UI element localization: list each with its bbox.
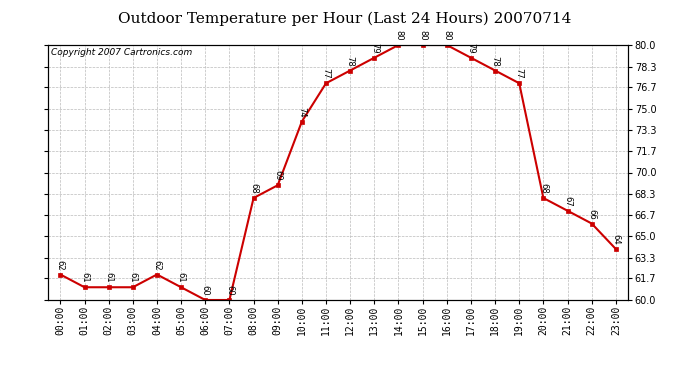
Text: 60: 60	[225, 285, 234, 296]
Text: 61: 61	[177, 273, 186, 283]
Text: 64: 64	[611, 234, 620, 245]
Text: 80: 80	[418, 30, 427, 41]
Text: Copyright 2007 Cartronics.com: Copyright 2007 Cartronics.com	[51, 48, 193, 57]
Text: 62: 62	[56, 260, 65, 270]
Text: 61: 61	[104, 273, 113, 283]
Text: 78: 78	[491, 56, 500, 66]
Text: 80: 80	[442, 30, 451, 41]
Text: 77: 77	[515, 68, 524, 79]
Text: 60: 60	[201, 285, 210, 296]
Text: 68: 68	[539, 183, 548, 194]
Text: 79: 79	[370, 43, 379, 54]
Text: Outdoor Temperature per Hour (Last 24 Hours) 20070714: Outdoor Temperature per Hour (Last 24 Ho…	[118, 11, 572, 26]
Text: 67: 67	[563, 196, 572, 207]
Text: 62: 62	[152, 260, 161, 270]
Text: 66: 66	[587, 209, 596, 219]
Text: 77: 77	[322, 68, 331, 79]
Text: 78: 78	[346, 56, 355, 66]
Text: 61: 61	[80, 273, 89, 283]
Text: 61: 61	[128, 273, 137, 283]
Text: 74: 74	[297, 107, 306, 117]
Text: 80: 80	[394, 30, 403, 41]
Text: 69: 69	[273, 171, 282, 181]
Text: 79: 79	[466, 43, 475, 54]
Text: 68: 68	[249, 183, 258, 194]
